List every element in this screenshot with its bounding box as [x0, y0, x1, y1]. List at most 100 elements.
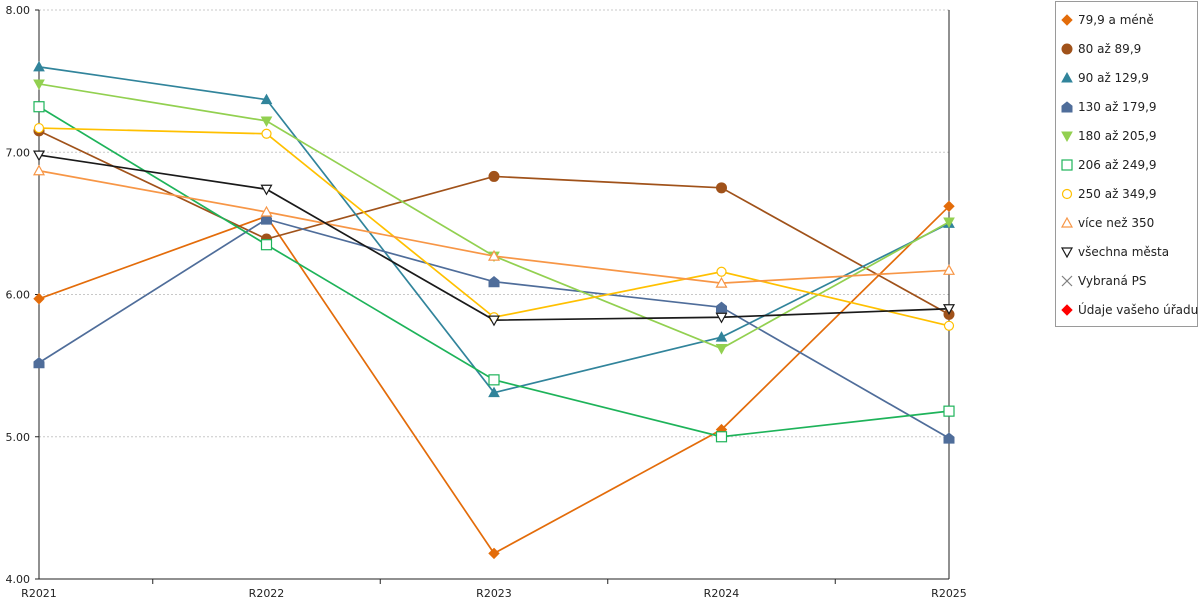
data-point: [32, 164, 46, 176]
series-3: [33, 213, 955, 444]
legend-marker-icon: [1061, 131, 1073, 143]
data-point: [1060, 216, 1074, 228]
legend-marker-icon: [1061, 71, 1073, 83]
data-point: [487, 315, 501, 327]
legend-label: 130 až 179,9: [1078, 100, 1157, 114]
data-point: [716, 301, 727, 313]
data-point: [716, 266, 727, 277]
data-point: [715, 331, 728, 342]
x-tick-label: R2025: [931, 587, 967, 600]
legend-marker-icon: [1061, 101, 1073, 113]
x-tick-label: R2023: [476, 587, 512, 600]
series-7: [32, 164, 956, 288]
legend-label: 250 až 349,9: [1078, 187, 1157, 201]
legend-item: 206 až 249,9: [1060, 155, 1157, 175]
legend-label: 206 až 249,9: [1078, 158, 1157, 172]
data-point: [943, 432, 955, 444]
data-point: [32, 150, 46, 162]
data-point: [1061, 275, 1073, 287]
data-point: [488, 386, 500, 398]
legend-marker-icon: [1061, 304, 1073, 316]
legend-item: více než 350: [1060, 213, 1154, 233]
legend-marker-icon: [1061, 159, 1073, 171]
data-point: [943, 320, 955, 331]
legend-label: více než 350: [1078, 216, 1155, 230]
legend-label: 90 až 129,9: [1078, 71, 1149, 85]
data-point: [260, 93, 273, 105]
legend-label: všechna města: [1078, 245, 1170, 259]
data-point: [33, 79, 45, 90]
legend-marker-icon: [1061, 275, 1073, 287]
grid-lines: [39, 9, 949, 438]
legend-label: 79,9 a méně: [1078, 13, 1154, 27]
legend-label: Vybraná PS: [1078, 274, 1147, 288]
data-point: [261, 213, 272, 225]
data-point: [33, 60, 45, 72]
data-point: [33, 357, 45, 369]
data-point: [260, 116, 273, 127]
legend-item: 90 až 129,9: [1060, 68, 1149, 88]
data-point: [488, 374, 500, 386]
legend-marker-icon: [1060, 247, 1074, 259]
y-tick-label: 4.00: [6, 573, 31, 586]
data-point: [1061, 304, 1073, 316]
series-line: [38, 169, 950, 284]
data-point: [488, 170, 500, 182]
plot-area: [32, 60, 956, 560]
series-6: [33, 122, 955, 331]
x-tick-label: R2022: [249, 587, 285, 600]
data-point: [942, 304, 956, 315]
y-tick-label: 5.00: [6, 431, 31, 444]
data-point: [33, 122, 45, 134]
legend-item: 80 až 89,9: [1060, 39, 1141, 59]
legend-item: Vybraná PS: [1060, 271, 1147, 291]
legend-marker-icon: [1061, 14, 1073, 26]
legend-item: všechna města: [1060, 242, 1169, 262]
data-point: [715, 431, 728, 443]
legend-label: 180 až 205,9: [1078, 129, 1157, 143]
data-point: [715, 312, 728, 324]
series-2: [33, 60, 955, 398]
y-axis-ticks: 4.00 5.00 6.00 7.00 8.00: [6, 4, 39, 586]
x-tick-label: R2024: [704, 587, 740, 600]
data-point: [1061, 159, 1073, 171]
data-point: [261, 128, 272, 139]
legend-item: Údaje vašeho úřadu: [1060, 300, 1198, 320]
data-point: [1060, 247, 1074, 259]
legend-marker-icon: [1061, 188, 1073, 200]
data-point: [943, 200, 955, 213]
legend: 79,9 a méně 80 až 89,9 90 až 129,9 130 až 1…: [1055, 1, 1198, 327]
series-1: [33, 125, 955, 320]
data-point: [260, 205, 273, 217]
legend-item: 130 až 179,9: [1060, 97, 1157, 117]
data-point: [33, 101, 45, 113]
legend-marker-icon: [1060, 216, 1074, 228]
data-point: [1061, 101, 1073, 113]
y-tick-label: 8.00: [6, 4, 31, 17]
legend-marker-icon: [1061, 43, 1073, 55]
data-point: [1061, 43, 1073, 55]
x-tick-label: R2021: [21, 587, 57, 600]
data-point: [260, 239, 273, 251]
y-tick-label: 6.00: [6, 289, 31, 302]
data-point: [715, 344, 728, 355]
data-point: [1061, 188, 1073, 200]
data-point: [715, 276, 728, 288]
legend-item: 180 až 205,9: [1060, 126, 1157, 146]
x-axis-ticks: R2021 R2022 R2023 R2024 R2025: [21, 579, 967, 600]
series-line: [38, 66, 950, 394]
data-point: [716, 182, 727, 194]
series-line: [38, 127, 950, 327]
series-line: [38, 83, 950, 350]
data-point: [1061, 71, 1073, 83]
data-point: [487, 249, 501, 261]
data-point: [1061, 14, 1073, 26]
data-point: [1061, 131, 1073, 143]
data-point: [943, 217, 955, 228]
legend-item: 79,9 a méně: [1060, 10, 1154, 30]
legend-label: 80 až 89,9: [1078, 42, 1142, 56]
legend-item: 250 až 349,9: [1060, 184, 1157, 204]
data-point: [488, 276, 500, 288]
series-8: [32, 150, 956, 327]
